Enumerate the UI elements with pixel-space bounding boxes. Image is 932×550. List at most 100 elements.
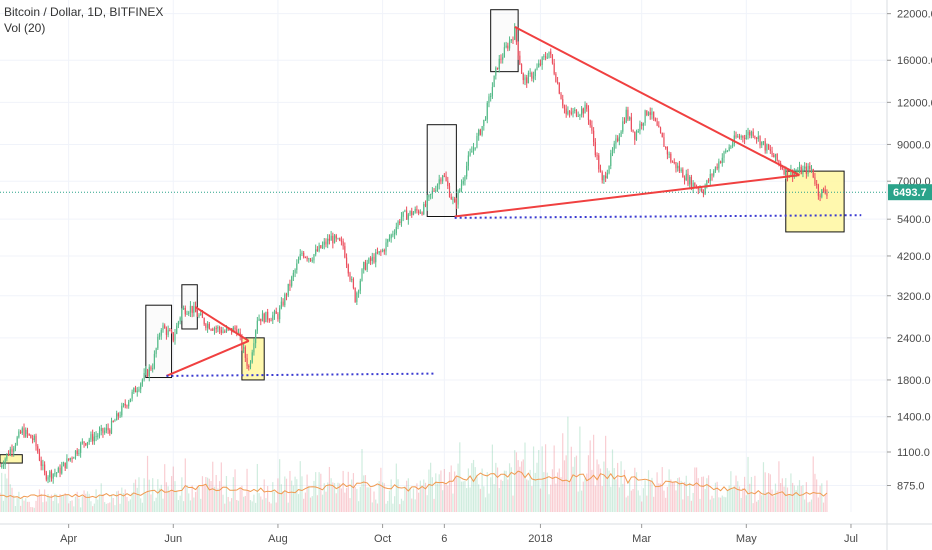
volume-bar — [217, 488, 219, 512]
candle-body — [198, 315, 200, 317]
x-tick-label-6: Mar — [632, 533, 651, 545]
volume-bar — [788, 494, 790, 512]
volume-bar — [774, 483, 777, 512]
candle-body — [339, 238, 341, 241]
volume-bar — [817, 497, 819, 512]
volume-bar — [291, 480, 293, 512]
candle-body — [678, 165, 681, 172]
volume-bar — [498, 487, 500, 512]
volume-bar — [234, 469, 236, 512]
candle-body — [131, 391, 133, 399]
candle-body — [261, 313, 264, 322]
volume-bar — [431, 477, 433, 512]
volume-bar — [634, 467, 636, 512]
candle-body — [224, 331, 226, 333]
candle-body — [819, 195, 821, 197]
volume-bar — [548, 494, 550, 512]
volume-ma-line — [0, 470, 828, 499]
candle-body — [95, 436, 97, 438]
candle-body — [783, 168, 785, 175]
candle-body — [279, 308, 281, 320]
volume-bar — [102, 493, 104, 512]
volume-indicator-label[interactable]: Vol (20) — [4, 21, 46, 35]
last-price-badge-bg — [888, 184, 932, 201]
volume-bar — [821, 483, 823, 512]
volume-bar — [426, 495, 428, 512]
volume-bar — [567, 416, 569, 512]
volume-bar — [718, 497, 720, 512]
volume-bar — [340, 488, 343, 512]
volume-bar — [651, 477, 653, 512]
volume-bar — [467, 468, 469, 512]
x-tick-label-0: Apr — [60, 533, 77, 545]
candle-body — [186, 313, 188, 315]
candle-body — [483, 119, 485, 127]
volume-bar — [189, 500, 192, 512]
candle-body — [213, 328, 216, 331]
volume-bar — [369, 488, 372, 512]
candle-body — [23, 428, 25, 437]
volume-bar — [303, 498, 305, 512]
candle-body — [268, 319, 270, 321]
volume-bar — [810, 499, 813, 512]
volume-bar — [232, 477, 234, 512]
volume-bar — [164, 464, 166, 512]
volume-bar — [158, 488, 161, 512]
candle-body — [423, 204, 425, 215]
candle-body — [769, 149, 771, 151]
volume-bar — [455, 476, 457, 512]
candle-body — [599, 169, 602, 173]
volume-bar — [361, 449, 363, 512]
candle-body — [771, 150, 773, 155]
candle-body — [718, 161, 720, 169]
volume-bar — [325, 491, 327, 512]
volume-bar — [268, 501, 270, 512]
candle-body — [285, 294, 288, 296]
volume-bar — [225, 475, 228, 512]
candle-body — [157, 336, 159, 349]
volume-bar — [752, 503, 754, 512]
candle-body — [33, 435, 35, 441]
candle-body — [543, 56, 545, 58]
candle-body — [284, 294, 286, 306]
candle-body — [776, 153, 778, 161]
candle-body — [773, 154, 775, 158]
candle-body — [816, 183, 818, 185]
candle-body — [493, 75, 495, 88]
candle-body — [54, 473, 56, 475]
volume-bar — [807, 502, 809, 512]
volume-bar — [155, 497, 157, 512]
volume-bar — [675, 490, 677, 512]
volume-bar — [69, 501, 71, 512]
outline-box-3 — [426, 124, 457, 218]
volume-bar — [376, 503, 379, 512]
volume-bar — [464, 480, 466, 512]
candle-body — [122, 403, 125, 406]
candle-body — [357, 290, 360, 293]
candle-body — [642, 122, 644, 126]
volume-bar — [762, 462, 765, 512]
candle-body — [56, 472, 58, 474]
candle-body — [800, 166, 802, 175]
candle-body — [28, 434, 30, 436]
volume-bar — [66, 494, 68, 512]
candle-body — [424, 204, 427, 206]
candle-body — [342, 241, 344, 247]
candle-body — [210, 329, 212, 331]
symbol-title[interactable]: Bitcoin / Dollar, 1D, BITFINEX — [4, 5, 164, 19]
candle-body — [426, 197, 428, 206]
candle-body — [469, 152, 471, 156]
candle-body — [714, 166, 717, 172]
candle-body — [227, 328, 229, 330]
candle-body — [397, 221, 399, 227]
candle-body — [659, 127, 662, 133]
volume-bar — [764, 472, 766, 512]
candle-body — [531, 72, 533, 79]
chart-legend: Bitcoin / Dollar, 1D, BITFINEX Vol (20) — [4, 4, 163, 36]
volume-bar — [107, 503, 109, 512]
volume-bar — [472, 459, 475, 512]
volume-bar — [546, 472, 548, 512]
volume-bar — [502, 480, 504, 512]
volume-bar — [256, 463, 258, 512]
